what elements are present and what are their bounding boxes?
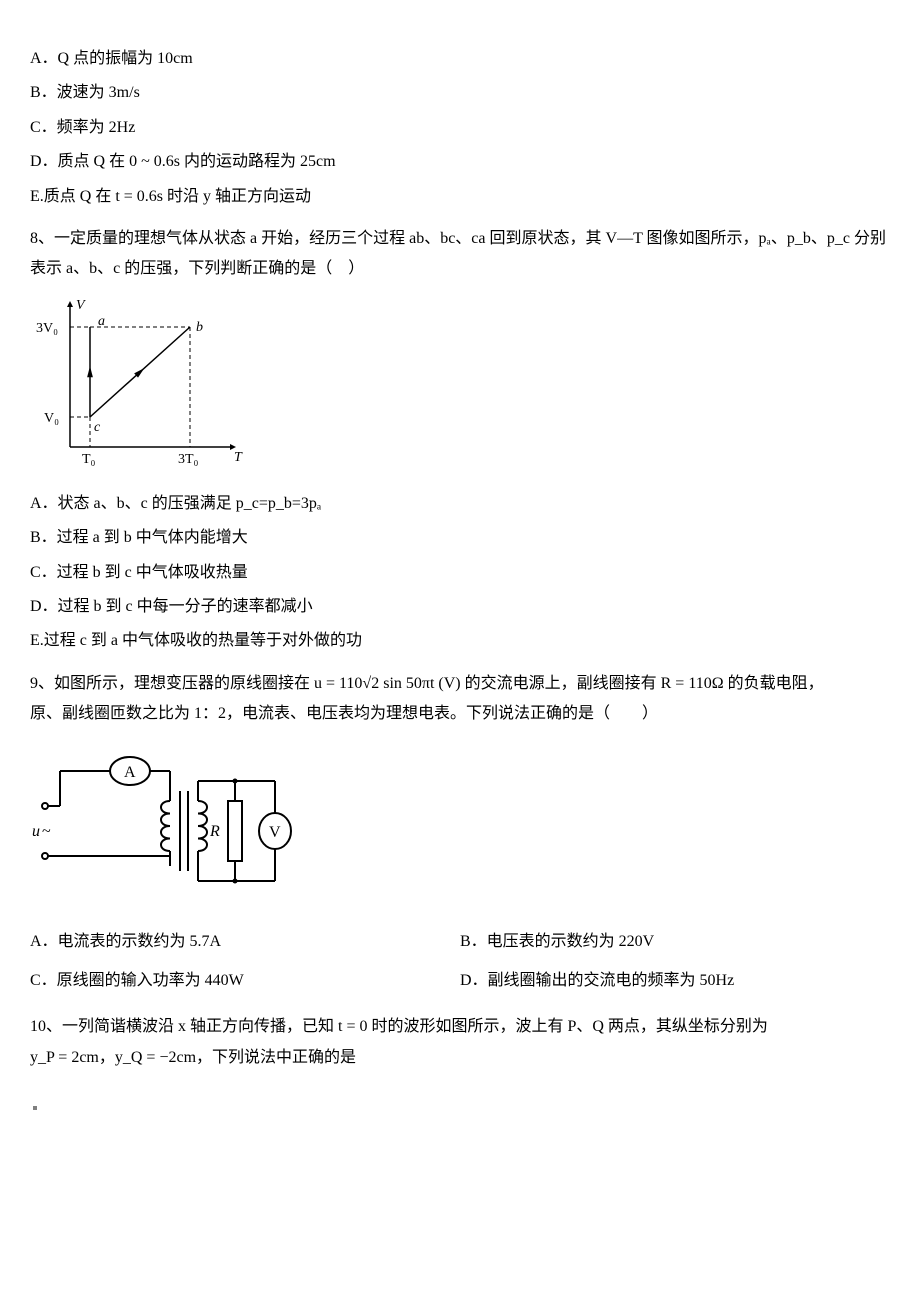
q8-opt-e: E.过程 c 到 a 中气体吸收的热量等于对外做的功 — [30, 626, 890, 656]
q8-opt-d-text: D．过程 b 到 c 中每一分子的速率都减小 — [30, 598, 313, 615]
q7-opt-c: C．频率为 2Hz — [30, 113, 890, 143]
q9-opt-d: D．副线圈输出的交流电的频率为 50Hz — [460, 966, 890, 996]
q9-opt-b-text: B．电压表的示数约为 220V — [460, 933, 654, 950]
page-footer — [30, 1103, 890, 1113]
svg-text:R: R — [209, 823, 220, 840]
q10: 10、一列简谐横波沿 x 轴正方向传播，已知 t = 0 时的波形如图所示，波上… — [30, 1012, 890, 1073]
q9-opt-d-text: D．副线圈输出的交流电的频率为 50Hz — [460, 972, 734, 989]
svg-text:V: V — [76, 298, 86, 313]
q9-opt-c: C．原线圈的输入功率为 440W — [30, 966, 460, 996]
svg-text:u: u — [32, 823, 40, 840]
svg-text:~: ~ — [42, 823, 51, 840]
q7-opt-d: D．质点 Q 在 0 ~ 0.6s 内的运动路程为 25cm — [30, 147, 890, 177]
q8-stem: 8、一定质量的理想气体从状态 a 开始，经历三个过程 ab、bc、ca 回到原状… — [30, 224, 890, 285]
q10-stem-b: y_P = 2cm，y_Q = −2cm，下列说法中正确的是 — [30, 1043, 890, 1073]
q8-opt-b-text: B．过程 a 到 b 中气体内能增大 — [30, 529, 248, 546]
q9-stem-b: 原、副线圈匝数之比为 1：2，电流表、电压表均为理想电表。下列说法正确的是（ ） — [30, 699, 890, 729]
svg-text:T₀: T₀ — [82, 452, 96, 467]
svg-text:3V₀: 3V₀ — [36, 321, 58, 336]
q9-opt-a: A．电流表的示数约为 5.7A — [30, 927, 460, 957]
q7-options: A．Q 点的振幅为 10cm B．波速为 3m/s C．频率为 2Hz D．质点… — [30, 44, 890, 212]
svg-text:b: b — [196, 320, 203, 335]
vt-diagram: V Ta b c 3V₀ V₀ T₀ 3T₀ — [30, 297, 250, 477]
q8-opt-b: B．过程 a 到 b 中气体内能增大 — [30, 523, 890, 553]
q9-opt-c-text: C．原线圈的输入功率为 440W — [30, 972, 244, 989]
q9-opt-b: B．电压表的示数约为 220V — [460, 927, 890, 957]
q9-opt-a-text: A．电流表的示数约为 5.7A — [30, 933, 221, 950]
svg-text:V₀: V₀ — [44, 411, 59, 426]
q7-opt-e: E.质点 Q 在 t = 0.6s 时沿 y 轴正方向运动 — [30, 182, 890, 212]
svg-text:T: T — [234, 450, 243, 465]
footer-dot-icon — [30, 1103, 40, 1113]
svg-text:V: V — [269, 824, 281, 841]
q8-opt-a-text: A．状态 a、b、c 的压强满足 p_c=p_b=3pₐ — [30, 495, 321, 512]
q7-opt-a: A．Q 点的振幅为 10cm — [30, 44, 890, 74]
svg-text:A: A — [124, 764, 136, 781]
q9-figure: u~ A R V — [30, 741, 890, 911]
q9: 9、如图所示，理想变压器的原线圈接在 u = 110√2 sin 50πt (V… — [30, 669, 890, 1001]
q9-stem-a: 9、如图所示，理想变压器的原线圈接在 u = 110√2 sin 50πt (V… — [30, 669, 890, 699]
svg-text:c: c — [94, 420, 101, 435]
svg-text:3T₀: 3T₀ — [178, 452, 199, 467]
q7-opt-a-text: A．Q 点的振幅为 10cm — [30, 50, 193, 67]
q8-figure: V Ta b c 3V₀ V₀ T₀ 3T₀ — [30, 297, 890, 477]
q7-opt-e-text: E.质点 Q 在 t = 0.6s 时沿 y 轴正方向运动 — [30, 188, 311, 205]
q8-opt-c: C．过程 b 到 c 中气体吸收热量 — [30, 558, 890, 588]
q8: 8、一定质量的理想气体从状态 a 开始，经历三个过程 ab、bc、ca 回到原状… — [30, 224, 890, 657]
q8-opt-e-text: E.过程 c 到 a 中气体吸收的热量等于对外做的功 — [30, 632, 362, 649]
q9-options: A．电流表的示数约为 5.7A B．电压表的示数约为 220V C．原线圈的输入… — [30, 923, 890, 1000]
q7-opt-b: B．波速为 3m/s — [30, 78, 890, 108]
transformer-circuit: u~ A R V — [30, 741, 310, 911]
svg-text:a: a — [98, 314, 105, 329]
q10-stem-a: 10、一列简谐横波沿 x 轴正方向传播，已知 t = 0 时的波形如图所示，波上… — [30, 1012, 890, 1042]
q8-opt-d: D．过程 b 到 c 中每一分子的速率都减小 — [30, 592, 890, 622]
q8-opt-a: A．状态 a、b、c 的压强满足 p_c=p_b=3pₐ — [30, 489, 890, 519]
q8-opt-c-text: C．过程 b 到 c 中气体吸收热量 — [30, 564, 248, 581]
q7-opt-d-text: D．质点 Q 在 0 ~ 0.6s 内的运动路程为 25cm — [30, 153, 336, 170]
q7-opt-b-text: B．波速为 3m/s — [30, 84, 140, 101]
q7-opt-c-text: C．频率为 2Hz — [30, 119, 135, 136]
